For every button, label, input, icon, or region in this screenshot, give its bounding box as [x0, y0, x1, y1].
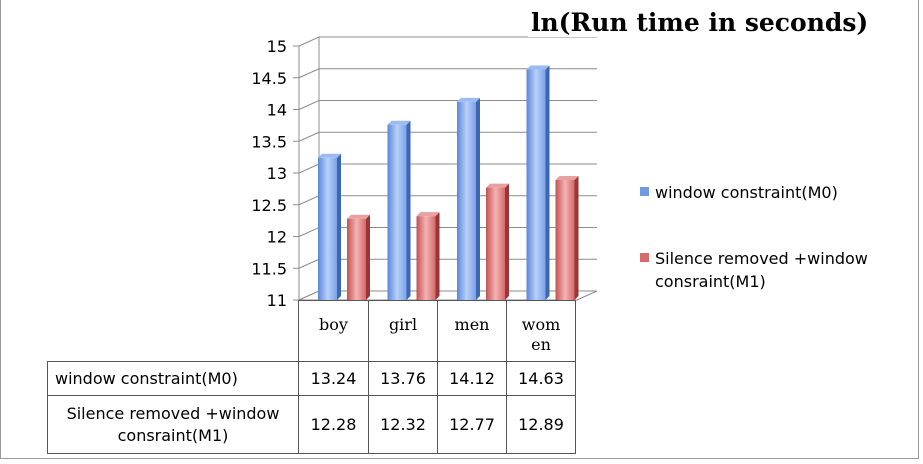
gridline — [298, 258, 597, 269]
chart-title: ln(Run time in seconds) — [528, 8, 872, 37]
bar-top — [486, 183, 509, 188]
bar-top — [387, 120, 411, 125]
bar-side — [366, 214, 370, 300]
bar-side — [476, 97, 480, 300]
gridline — [298, 195, 597, 206]
table-cell: 12.28 — [298, 395, 369, 454]
bar-side — [505, 183, 509, 300]
bar-side — [406, 120, 411, 301]
legend-swatch-m1 — [640, 253, 649, 262]
bar — [555, 175, 579, 300]
gridline — [298, 131, 597, 142]
bar — [526, 65, 550, 301]
bar — [486, 183, 509, 300]
table-cell: 14.12 — [437, 361, 507, 396]
y-tick-label: 14 — [267, 101, 287, 120]
bar-side — [545, 65, 550, 301]
bar — [387, 120, 411, 301]
legend-label-m0: window constraint(M0) — [655, 183, 838, 202]
table-cell: 13.76 — [368, 361, 438, 396]
row-label-m0: window constraint(M0) — [47, 361, 299, 396]
table-cell: 12.77 — [437, 395, 507, 454]
y-tick-label: 11.5 — [251, 259, 287, 278]
bar-side — [435, 212, 440, 300]
legend-swatch-m0 — [640, 187, 649, 196]
category-cell-men: men — [437, 300, 507, 362]
bar-top — [347, 214, 370, 219]
bar-front — [416, 216, 436, 300]
bar-front — [555, 179, 575, 300]
bar-front — [526, 69, 546, 301]
category-cell-girl: girl — [368, 300, 438, 362]
bar-top — [318, 153, 341, 158]
table-cell: 13.24 — [298, 361, 369, 396]
bar — [457, 97, 480, 300]
gridline — [298, 227, 597, 237]
y-tick-label: 12.5 — [251, 196, 287, 215]
bar-side — [337, 153, 341, 300]
legend-label-m1-text: Silence removed +window consraint(M1) — [655, 249, 868, 291]
gridline — [298, 68, 597, 79]
chart-floor — [298, 290, 598, 301]
table-cell: 12.89 — [506, 395, 576, 454]
bar — [347, 214, 370, 300]
bar-side — [574, 175, 579, 300]
bar — [318, 153, 341, 300]
bar-front — [457, 101, 476, 300]
table-row: window constraint(M0) 13.24 13.76 14.12 … — [47, 361, 576, 396]
bar-top — [555, 175, 579, 180]
y-tick-label: 13 — [267, 164, 287, 183]
gridline — [298, 163, 597, 174]
bar-front — [486, 187, 505, 300]
bar-front — [347, 218, 366, 300]
legend-label-m1: Silence removed +window consraint(M1) — [655, 247, 905, 293]
bar-front — [318, 157, 337, 300]
bar — [416, 212, 440, 300]
gridline — [298, 36, 597, 47]
bar-top — [526, 65, 550, 70]
y-tick-label: 12 — [267, 228, 287, 247]
row-label-m1: Silence removed +window consraint(M1) — [47, 395, 299, 454]
y-tick-label: 14.5 — [251, 69, 287, 88]
y-tick-label: 13.5 — [251, 132, 287, 151]
bar-top — [457, 97, 480, 102]
table-row: Silence removed +window consraint(M1) 12… — [47, 395, 576, 454]
category-cell-boy: boy — [298, 300, 369, 362]
bar-front — [387, 124, 407, 301]
table-cell: 14.63 — [506, 361, 576, 396]
category-row: boy girl men wom en — [47, 300, 576, 362]
category-cell-women: wom en — [506, 300, 576, 362]
data-table-corner — [47, 300, 299, 362]
bar-top — [416, 212, 440, 217]
gridline — [298, 100, 597, 110]
y-tick-label: 15 — [267, 37, 287, 56]
table-cell: 12.32 — [368, 395, 438, 454]
data-table: boy girl men wom en window constraint(M0… — [47, 300, 576, 454]
